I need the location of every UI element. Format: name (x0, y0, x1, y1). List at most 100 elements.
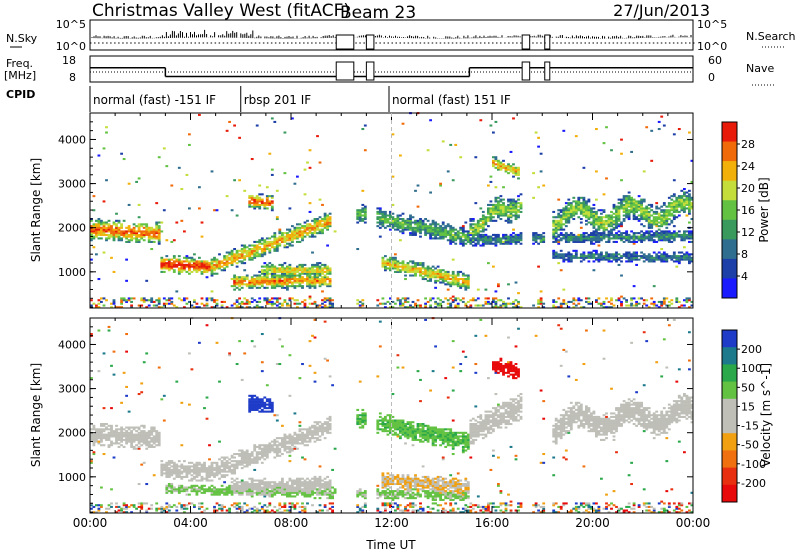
heat-cell (125, 235, 129, 238)
heat-cell (559, 209, 563, 212)
heat-cell (170, 267, 174, 270)
heat-cell (431, 232, 435, 235)
heat-cell (389, 225, 392, 228)
heat-cell (185, 260, 189, 263)
heat-cell (195, 474, 199, 477)
heat-cell (240, 251, 244, 254)
heat-cell (97, 509, 101, 512)
heat-cell (250, 158, 254, 161)
heat-cell (145, 435, 149, 438)
heat-cell (258, 283, 262, 286)
heat-cell (265, 269, 269, 272)
heat-cell (512, 168, 515, 171)
heat-cell (446, 225, 450, 228)
heat-cell (688, 237, 691, 240)
heat-cell (426, 276, 430, 279)
heat-cell (298, 302, 302, 305)
heat-cell (404, 267, 407, 270)
heat-cell (441, 140, 445, 143)
heat-cell (431, 265, 435, 268)
heat-cell (590, 237, 593, 240)
heat-cell (497, 203, 500, 206)
heat-cell (243, 458, 247, 461)
heat-cell (298, 265, 302, 268)
heat-cell (612, 240, 616, 243)
heat-cell (466, 230, 470, 233)
heat-cell (268, 251, 272, 254)
heat-cell (484, 219, 488, 222)
heat-cell (612, 216, 616, 219)
heat-cell (562, 214, 566, 217)
heat-cell (446, 278, 450, 281)
heat-cell (655, 256, 659, 259)
heat-cell (670, 237, 674, 240)
heat-cell (313, 221, 317, 224)
heat-cell (451, 295, 455, 298)
heat-cell (160, 221, 164, 224)
heat-cell (562, 218, 566, 221)
heat-cell (441, 269, 445, 272)
heat-cell (650, 226, 654, 229)
heat-cell (245, 490, 249, 493)
heat-cell (195, 490, 199, 493)
heat-cell (386, 219, 390, 222)
heat-cell (210, 299, 214, 302)
heat-cell (316, 228, 319, 231)
heat-cell (235, 304, 239, 307)
heat-cell (248, 285, 252, 288)
heat-cell (213, 272, 216, 275)
heat-cell (142, 230, 146, 233)
heat-cell (688, 258, 691, 261)
heat-cell (652, 216, 656, 219)
heat-cell (479, 304, 483, 307)
heat-cell (401, 263, 405, 266)
heat-cell (389, 306, 392, 309)
heat-cell (657, 128, 661, 131)
heat-cell (102, 223, 106, 226)
frequency-gap-3 (544, 61, 551, 81)
heat-cell (195, 262, 199, 265)
heat-cell (587, 255, 591, 258)
heat-cell (250, 256, 254, 259)
heat-cell (203, 267, 206, 270)
heat-cell (273, 240, 277, 243)
heat-cell (600, 233, 603, 236)
heat-cell (130, 444, 134, 447)
heat-cell (404, 278, 407, 281)
heat-cell (306, 225, 309, 228)
heat-cell (509, 221, 513, 224)
heat-cell (574, 240, 578, 243)
heat-cell (662, 223, 666, 226)
heat-cell (414, 262, 417, 265)
heat-cell (142, 430, 146, 433)
heat-cell (90, 333, 93, 336)
heat-cell (670, 207, 674, 210)
heat-cell (157, 156, 161, 159)
heat-cell (235, 463, 239, 466)
heat-cell (665, 226, 669, 229)
heat-cell (233, 479, 237, 482)
heat-cell (690, 304, 694, 307)
heat-cell (105, 226, 108, 229)
heat-cell (198, 474, 201, 477)
heat-cell (426, 219, 430, 222)
heat-cell (127, 438, 131, 441)
heat-cell (92, 437, 96, 440)
heat-cell (140, 502, 144, 505)
heat-cell (554, 256, 558, 259)
heat-cell (100, 300, 103, 303)
heat-cell (577, 302, 581, 305)
heat-cell (667, 209, 671, 212)
heat-cell (640, 205, 644, 208)
heat-cell (238, 276, 242, 279)
heat-cell (642, 256, 646, 259)
heat-cell (190, 488, 194, 491)
heat-cell (396, 216, 400, 219)
heat-cell (494, 290, 498, 293)
heat-cell (200, 468, 204, 471)
heat-cell (286, 274, 289, 277)
heat-cell (145, 444, 149, 447)
heat-cell (577, 256, 581, 259)
heat-cell (585, 300, 588, 303)
heat-cell (625, 260, 629, 263)
